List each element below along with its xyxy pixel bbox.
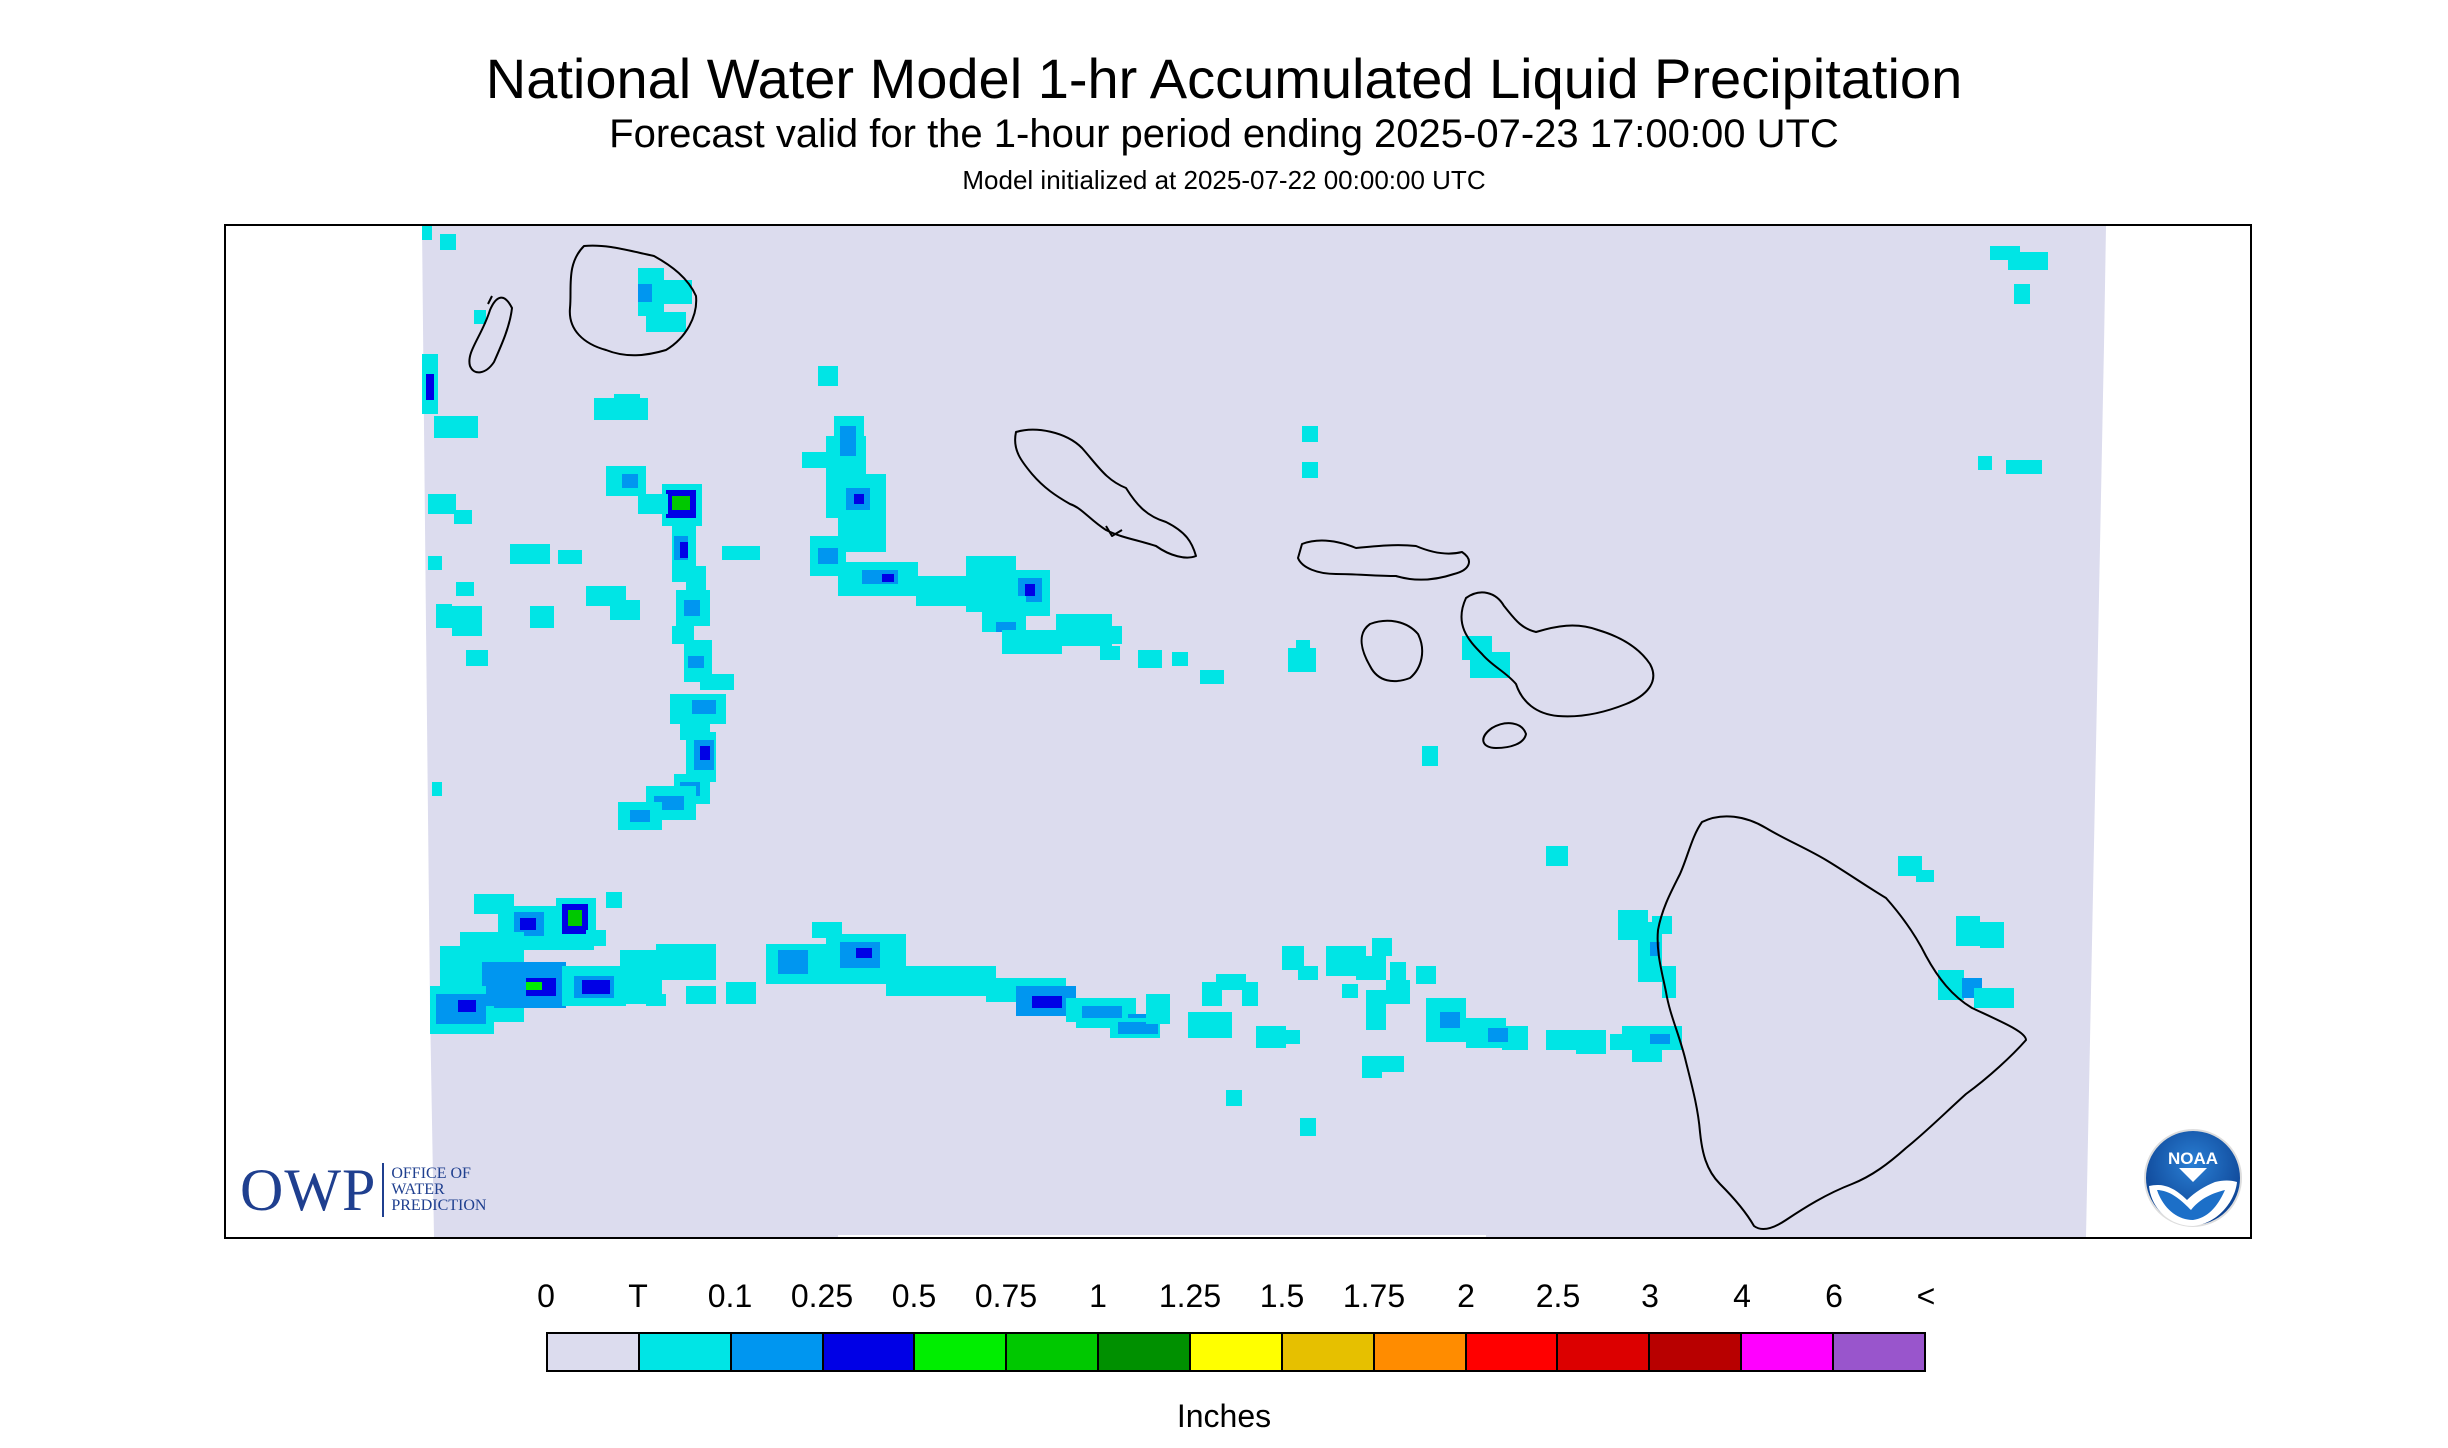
legend-swatch bbox=[823, 1334, 916, 1370]
map-canvas bbox=[422, 226, 2106, 1237]
legend-swatch bbox=[548, 1334, 640, 1370]
molokai-coast bbox=[1297, 539, 1470, 581]
noaa-logo: NOAA bbox=[2144, 1129, 2242, 1227]
owp-logo-text: OWP bbox=[240, 1157, 377, 1223]
legend-swatch bbox=[639, 1334, 732, 1370]
legend-swatch bbox=[731, 1334, 824, 1370]
legend-colorbar bbox=[546, 1332, 1926, 1372]
map-subtitle: Forecast valid for the 1-hour period end… bbox=[609, 112, 1839, 156]
kauai-coast bbox=[568, 244, 698, 357]
owp-logo: OWP OFFICE OF WATER PREDICTION bbox=[240, 1160, 486, 1220]
legend-tick-label: 1.75 bbox=[1342, 1278, 1406, 1314]
legend-tick-label: 0.75 bbox=[974, 1278, 1038, 1314]
precip-cells bbox=[422, 226, 2048, 1136]
model-init-text: Model initialized at 2025-07-22 00:00:00… bbox=[962, 165, 1486, 195]
lanai-coast bbox=[1360, 619, 1424, 683]
owp-logo-subtext: OFFICE OF WATER PREDICTION bbox=[391, 1166, 486, 1214]
legend-swatch bbox=[1191, 1334, 1283, 1370]
color-legend: 0 T 0.1 0.25 0.5 0.75 1 1.25 1.5 1.75 2 2.5 3 4 6 < Inc… bbox=[0, 1266, 2448, 1446]
maui-coast bbox=[1460, 591, 1655, 718]
legend-tick-label: < bbox=[1916, 1278, 1936, 1314]
map-title: National Water Model 1-hr Accumulated Li… bbox=[485, 47, 1963, 110]
legend-tick-label: 0.25 bbox=[790, 1278, 854, 1314]
legend-tick-label: 0 bbox=[537, 1278, 555, 1314]
legend-swatch bbox=[1007, 1334, 1100, 1370]
precip-map: OWP OFFICE OF WATER PREDICTION NOAA bbox=[224, 224, 2252, 1239]
legend-tick-label: 1 bbox=[1089, 1278, 1107, 1314]
legend-tick-label: 6 bbox=[1825, 1278, 1843, 1314]
legend-tick-label: T bbox=[628, 1278, 648, 1314]
kahoolawe-coast bbox=[1482, 722, 1527, 749]
owp-logo-line: PREDICTION bbox=[391, 1197, 487, 1214]
oahu-coast bbox=[1014, 428, 1197, 559]
legend-tick-label: 2.5 bbox=[1535, 1278, 1581, 1314]
legend-swatch bbox=[915, 1334, 1008, 1370]
legend-tick-label: 2 bbox=[1457, 1278, 1475, 1314]
hawaii-coast bbox=[1656, 815, 2027, 1230]
legend-swatch bbox=[1466, 1334, 1559, 1370]
owp-logo-line: OFFICE OF bbox=[391, 1165, 471, 1182]
legend-tick-label: 3 bbox=[1641, 1278, 1659, 1314]
legend-swatch bbox=[1834, 1334, 1924, 1370]
legend-tick-label: 0.1 bbox=[707, 1278, 753, 1314]
owp-logo-line: WATER bbox=[391, 1181, 445, 1198]
legend-swatch bbox=[1099, 1334, 1192, 1370]
legend-swatch bbox=[1558, 1334, 1651, 1370]
legend-tick-label: 4 bbox=[1733, 1278, 1751, 1314]
legend-swatch bbox=[1282, 1334, 1375, 1370]
legend-tick-label: 0.5 bbox=[891, 1278, 937, 1314]
coastlines bbox=[468, 244, 2027, 1230]
owp-logo-divider bbox=[382, 1163, 385, 1217]
legend-swatch bbox=[1742, 1334, 1835, 1370]
legend-swatch bbox=[1650, 1334, 1743, 1370]
legend-units: Inches bbox=[1176, 1398, 1272, 1434]
niihau-coast bbox=[468, 295, 513, 374]
legend-swatch bbox=[1374, 1334, 1467, 1370]
legend-tick-label: 1.25 bbox=[1158, 1278, 1222, 1314]
legend-tick-label: 1.5 bbox=[1259, 1278, 1305, 1314]
model-domain bbox=[422, 226, 2106, 1237]
noaa-logo-text: NOAA bbox=[2168, 1149, 2218, 1168]
